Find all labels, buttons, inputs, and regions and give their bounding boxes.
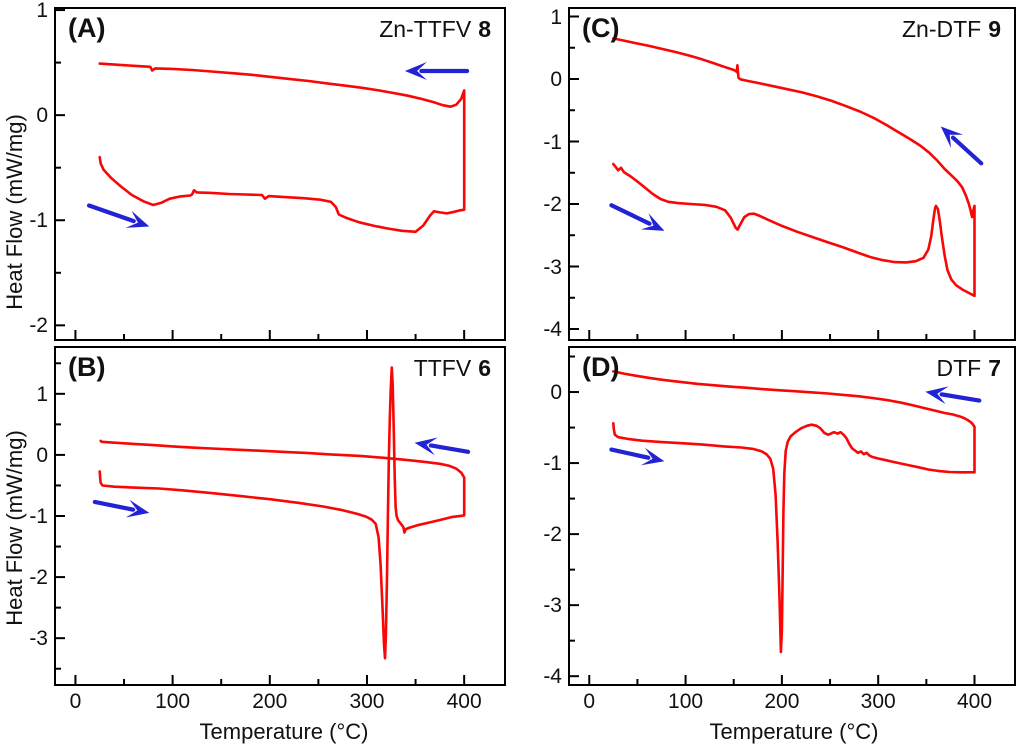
x-tick-label: 300 [349, 690, 385, 713]
panel-d: (D) DTF 7 [568, 346, 1016, 686]
y-tick-label: -2 [29, 314, 48, 338]
axis-ticks [56, 362, 466, 684]
panel-title-d: DTF 7 [936, 355, 1001, 382]
x-tick-label: 100 [668, 690, 704, 713]
panel-letter-d: (D) [582, 352, 620, 382]
y-tick-label: 1 [36, 382, 48, 406]
x-tick-label: 400 [446, 690, 482, 713]
y-tick-label: -1 [543, 452, 562, 476]
y-tick-label: -1 [29, 505, 48, 528]
axis-ticks [570, 15, 976, 339]
panel-title-b: TTFV 6 [414, 355, 491, 382]
y-tick-label: -3 [543, 255, 562, 279]
y-tick-label: -2 [543, 523, 562, 547]
y-tick-label: -2 [29, 566, 48, 590]
axis-ticks [570, 355, 976, 684]
y-tick-label: -1 [543, 130, 562, 154]
y-tick-label: 0 [550, 381, 562, 405]
heating-arrow [92, 499, 150, 518]
panel-c: (C) Zn-DTF 9 [568, 7, 1016, 341]
cooling-arrow [404, 62, 470, 80]
y-tick-label: 0 [36, 443, 48, 467]
panel-title-c: Zn-DTF 9 [902, 16, 1001, 43]
x-tick-label: 200 [764, 690, 800, 713]
compound-name: DTF [936, 355, 982, 381]
y-tick-label: -4 [543, 318, 562, 341]
y-tick-label: -2 [543, 193, 562, 216]
dsc-trace [611, 37, 976, 298]
compound-number: 7 [988, 355, 1001, 381]
plot-svg [56, 9, 470, 339]
x-axis-title-left: Temperature (°C) [199, 719, 369, 744]
compound-number: 9 [988, 16, 1001, 42]
x-axis-title-right: Temperature (°C) [709, 719, 879, 744]
dsc-trace [98, 62, 466, 234]
cooling-arrow [925, 386, 982, 405]
plot-svg [570, 15, 984, 339]
y-tick-label: 0 [550, 68, 562, 91]
compound-name: TTFV [413, 355, 472, 381]
x-tick-label: 100 [155, 690, 191, 713]
compound-number: 8 [478, 16, 491, 42]
y-tick-label: 1 [36, 0, 48, 23]
cooling-arrow [414, 437, 471, 456]
x-tick-label: 0 [69, 690, 82, 713]
plot-svg [56, 362, 471, 684]
heating-arrow [86, 203, 150, 228]
compound-name: Zn-TTFV [379, 16, 472, 42]
panel-b: (B) TTFV 6 [54, 346, 506, 686]
y-tick-label: -4 [543, 665, 562, 689]
y-tick-label: 1 [550, 5, 562, 29]
y-tick-label: -3 [543, 594, 562, 618]
cooling-arrow [940, 126, 984, 166]
x-tick-label: 0 [583, 690, 596, 713]
panel-a: (A) Zn-TTFV 8 [54, 7, 506, 341]
panel-letter-a: (A) [68, 13, 106, 43]
heating-arrow [609, 447, 665, 466]
compound-name: Zn-DTF [901, 16, 982, 42]
heating-arrow [609, 203, 665, 231]
compound-number: 6 [478, 355, 491, 381]
panel-letter-c: (C) [582, 13, 620, 43]
axis-ticks [56, 9, 466, 339]
y-tick-label: -1 [29, 209, 48, 233]
y-tick-label: -3 [29, 627, 48, 651]
plot-svg [570, 355, 982, 684]
x-tick-label: 200 [252, 690, 288, 713]
x-tick-label: 400 [956, 690, 993, 713]
panel-letter-b: (B) [68, 352, 106, 382]
dsc-trace [611, 370, 976, 654]
x-tick-label: 300 [860, 690, 896, 713]
panel-title-a: Zn-TTFV 8 [379, 16, 491, 43]
y-tick-label: 0 [36, 104, 48, 128]
dsc-trace [98, 366, 466, 660]
